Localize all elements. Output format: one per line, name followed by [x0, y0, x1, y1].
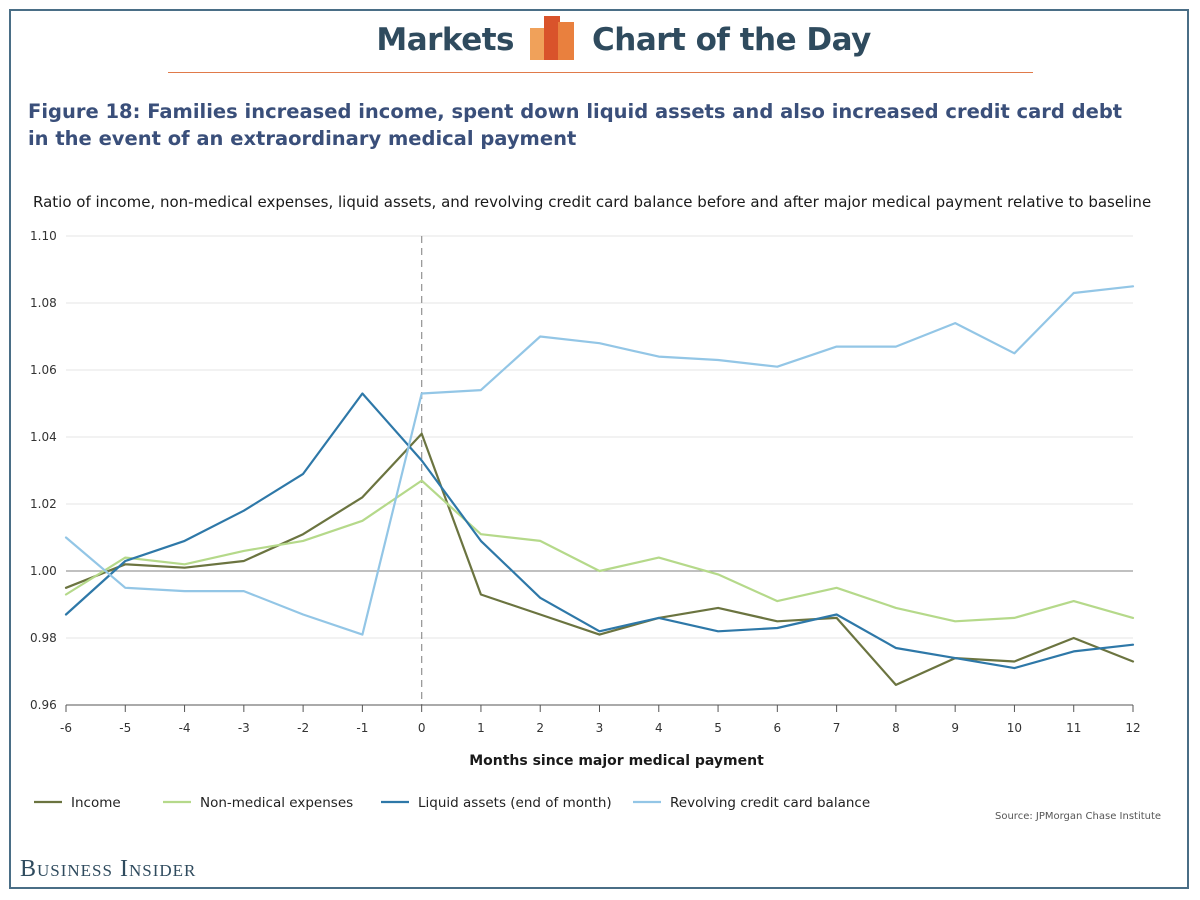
- x-tick-label: 3: [596, 721, 604, 735]
- x-tick-label: 2: [536, 721, 544, 735]
- x-axis: -6 -5 -4 -3 -2 -1 0 1 2 3 4 5 6 7 8 9 10 11 12: [60, 704, 1141, 735]
- y-tick-label: 0.98: [30, 631, 57, 645]
- x-tick-label: 7: [833, 721, 841, 735]
- legend-label: Non-medical expenses: [200, 795, 353, 811]
- x-tick-label: 12: [1125, 721, 1140, 735]
- series-lines: [64, 285, 1135, 687]
- series-line-0: [64, 432, 1135, 687]
- legend-label: Liquid assets (end of month): [418, 795, 612, 811]
- x-tick-label: 5: [714, 721, 722, 735]
- header-rule: [168, 72, 1033, 73]
- legend-label: Income: [71, 795, 121, 811]
- x-tick-label: 11: [1066, 721, 1081, 735]
- header-markets-label: Markets: [376, 22, 514, 58]
- y-tick-label: 0.96: [30, 698, 57, 712]
- x-tick-label: 1: [477, 721, 485, 735]
- bar-chart-logo-icon: [530, 16, 574, 60]
- x-tick-label: -4: [179, 721, 191, 735]
- x-tick-label: -5: [119, 721, 131, 735]
- figure-title: Figure 18: Families increased income, sp…: [28, 100, 1123, 150]
- x-tick-label: -6: [60, 721, 72, 735]
- header-chart-of-the-day-label: Chart of the Day: [592, 22, 871, 58]
- x-tick-label: -1: [356, 721, 368, 735]
- x-tick-label: 9: [951, 721, 959, 735]
- chart-title: Ratio of income, non-medical expenses, l…: [33, 193, 1152, 211]
- y-tick-label: 1.04: [30, 430, 57, 444]
- header-banner: Markets Chart of the Day: [0, 14, 1200, 64]
- x-tick-label: -2: [297, 721, 309, 735]
- x-tick-label: 4: [655, 721, 663, 735]
- x-axis-title: Months since major medical payment: [469, 753, 764, 769]
- y-axis-labels: 0.96 0.98 1.00 1.02 1.04 1.06 1.08 1.10: [30, 229, 57, 712]
- chart-frame: [9, 9, 1189, 889]
- x-tick-label: 8: [892, 721, 900, 735]
- y-tick-label: 1.00: [30, 564, 57, 578]
- y-tick-label: 1.02: [30, 497, 57, 511]
- x-tick-label: 6: [774, 721, 782, 735]
- series-line-1: [64, 479, 1135, 623]
- y-tick-label: 1.08: [30, 296, 57, 310]
- business-insider-brand: Business Insider: [20, 856, 197, 882]
- series-line-2: [64, 392, 1135, 670]
- legend-label: Revolving credit card balance: [670, 795, 870, 811]
- x-tick-label: 0: [418, 721, 426, 735]
- x-tick-label: -3: [238, 721, 250, 735]
- y-tick-label: 1.10: [30, 229, 57, 243]
- series-line-3: [64, 285, 1135, 636]
- x-tick-label: 10: [1007, 721, 1022, 735]
- source-note: Source: JPMorgan Chase Institute: [995, 811, 1162, 822]
- y-tick-label: 1.06: [30, 363, 57, 377]
- legend: Income Non-medical expenses Liquid assets …: [34, 795, 870, 811]
